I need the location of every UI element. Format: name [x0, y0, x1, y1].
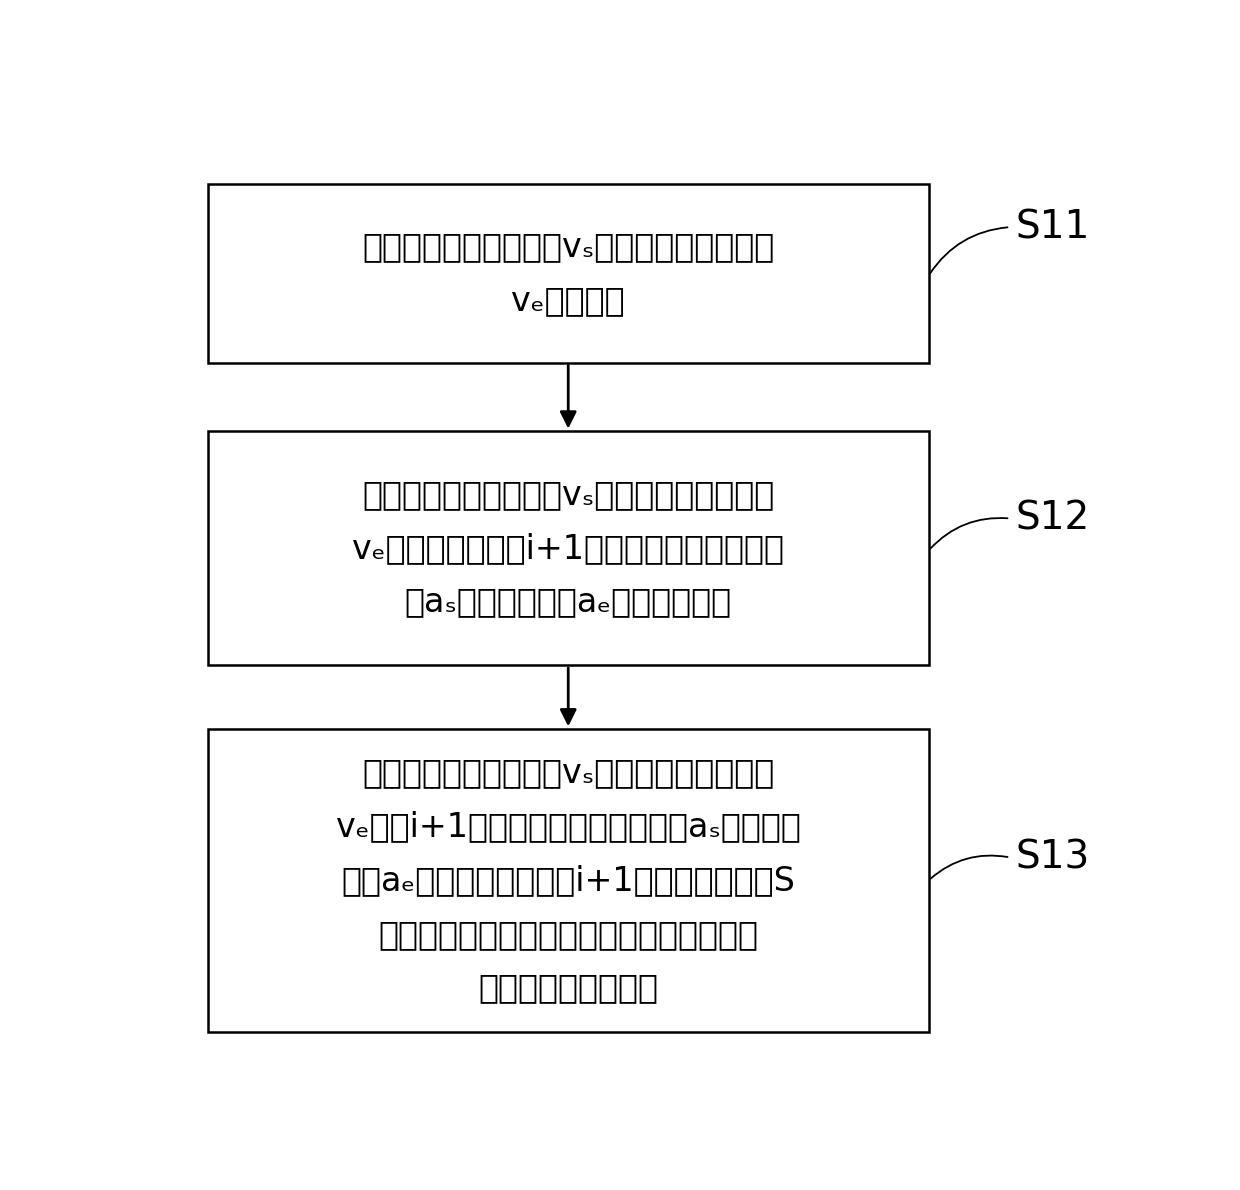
FancyBboxPatch shape [208, 432, 929, 665]
FancyBboxPatch shape [208, 184, 929, 363]
Text: S11: S11 [1016, 208, 1090, 246]
Text: S12: S12 [1016, 500, 1090, 538]
Text: S13: S13 [1016, 839, 1090, 877]
Text: 根据第一转接处的速度vₛ、第二转接处的速度
vₑ、第i+1段加工轨迹的初始加速度aₛ和终点加
速度aₑ的最大可能値对第i+1段加工轨迹进行S
型曲线速度规划以使: 根据第一转接处的速度vₛ、第二转接处的速度 vₑ、第i+1段加工轨迹的初始加速度… [336, 757, 801, 1004]
Text: 计算第一转接处的速度vₛ和第二转接处的速度
vₑ的范围値: 计算第一转接处的速度vₛ和第二转接处的速度 vₑ的范围値 [362, 230, 774, 317]
FancyBboxPatch shape [208, 729, 929, 1032]
Text: 根据第一转接处的速度vₛ和第二转接处的速度
vₑ的范围値计算第i+1段加工轨迹的初始加速
度aₛ和终点加速度aₑ的最大可能値: 根据第一转接处的速度vₛ和第二转接处的速度 vₑ的范围値计算第i+1段加工轨迹的… [352, 478, 784, 619]
